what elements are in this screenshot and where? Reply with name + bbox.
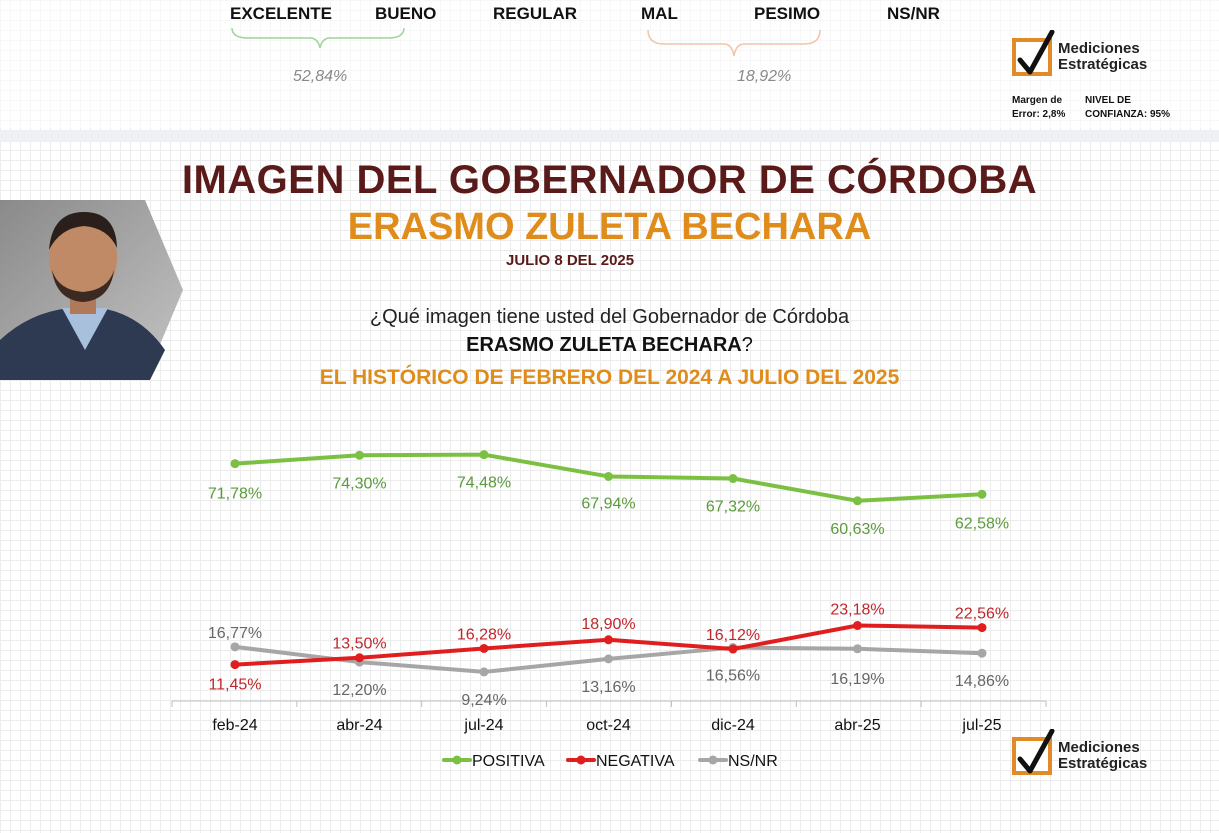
x-tick-label: jul-25 bbox=[961, 717, 1001, 734]
positive-brace bbox=[231, 27, 405, 49]
margin-line1: Margen de bbox=[1012, 95, 1063, 106]
data-point bbox=[355, 653, 364, 663]
data-label: 16,56% bbox=[706, 668, 760, 685]
data-point bbox=[728, 474, 738, 484]
legend-marker bbox=[576, 755, 586, 765]
brand-name-line1: Mediciones bbox=[1058, 739, 1140, 756]
brand-logo-bottom: Mediciones Estratégicas bbox=[1012, 729, 1148, 775]
brand-logo-top: Mediciones Estratégicas bbox=[1012, 30, 1148, 76]
survey-date: JULIO 8 DEL 2025 bbox=[506, 252, 635, 269]
question-line2: ERASMO ZULETA BECHARA? bbox=[0, 334, 1219, 357]
data-label: 60,63% bbox=[830, 521, 884, 538]
x-tick-label: abr-25 bbox=[834, 717, 880, 734]
x-tick-label: abr-24 bbox=[336, 717, 382, 734]
data-point bbox=[230, 642, 240, 652]
data-point bbox=[728, 644, 738, 654]
data-label: 18,90% bbox=[581, 616, 635, 633]
negative-percentage: 18,92% bbox=[737, 68, 792, 85]
brand-name-line1: Mediciones bbox=[1058, 40, 1140, 57]
governor-name-title: ERASMO ZULETA BECHARA bbox=[347, 206, 872, 248]
rating-excelente: EXCELENTE bbox=[230, 4, 333, 23]
data-label: 16,77% bbox=[208, 625, 262, 642]
question-mark: ? bbox=[741, 334, 753, 356]
rating-pesimo: PESIMO bbox=[754, 4, 821, 23]
data-label: 16,19% bbox=[830, 671, 884, 688]
data-label: 23,18% bbox=[830, 602, 884, 619]
data-label: 22,56% bbox=[955, 606, 1009, 623]
x-tick-label: oct-24 bbox=[586, 717, 631, 734]
confidence-line2: CONFIANZA: 95% bbox=[1085, 109, 1171, 120]
data-point bbox=[853, 496, 862, 506]
data-label: 13,16% bbox=[581, 679, 635, 696]
confidence-level: NIVEL DE CONFIANZA: 95% bbox=[1085, 94, 1170, 122]
section-separator bbox=[0, 130, 1219, 142]
data-label: 71,78% bbox=[208, 486, 262, 503]
positive-percentage: 52,84% bbox=[293, 68, 348, 85]
x-tick-label: jul-24 bbox=[463, 717, 503, 734]
data-label: 12,20% bbox=[332, 682, 386, 699]
data-point bbox=[853, 644, 862, 654]
legend-label: POSITIVA bbox=[472, 753, 545, 770]
margin-line2: Error: 2,8% bbox=[1012, 109, 1066, 120]
legend-label: NEGATIVA bbox=[596, 753, 675, 770]
checkbox-logo-icon bbox=[1012, 729, 1055, 775]
data-point bbox=[604, 471, 613, 481]
data-label: 74,30% bbox=[332, 475, 386, 492]
data-label: 62,58% bbox=[955, 515, 1009, 532]
data-point bbox=[604, 654, 613, 664]
governor-portrait-image bbox=[0, 200, 183, 380]
data-label: 9,24% bbox=[461, 692, 506, 709]
question-subtitle: EL HISTÓRICO DE FEBRERO DEL 2024 A JULIO… bbox=[319, 366, 900, 389]
data-point bbox=[479, 667, 489, 677]
data-label: 11,45% bbox=[208, 677, 261, 694]
data-label: 67,94% bbox=[581, 495, 635, 512]
data-point bbox=[479, 450, 489, 460]
data-point bbox=[977, 648, 987, 658]
data-point bbox=[355, 450, 364, 460]
margin-of-error: Margen de Error: 2,8% bbox=[1012, 94, 1065, 122]
brand-name-line2: Estratégicas bbox=[1058, 755, 1148, 772]
question-line1: ¿Qué imagen tiene usted del Gobernador d… bbox=[369, 306, 850, 328]
rating-nsnr: NS/NR bbox=[887, 4, 940, 23]
negative-brace bbox=[647, 29, 821, 57]
legend-label: NS/NR bbox=[728, 753, 778, 770]
data-label: 16,12% bbox=[706, 627, 760, 644]
data-point bbox=[853, 621, 862, 631]
data-label: 16,28% bbox=[457, 626, 511, 643]
page-title: IMAGEN DEL GOBERNADOR DE CÓRDOBA bbox=[181, 158, 1038, 202]
checkbox-logo-icon bbox=[1012, 30, 1055, 76]
x-tick-label: feb-24 bbox=[212, 717, 257, 734]
legend-marker bbox=[708, 755, 718, 765]
rating-mal: MAL bbox=[641, 4, 678, 23]
rating-bueno: BUENO bbox=[375, 4, 437, 23]
data-label: 14,86% bbox=[955, 673, 1009, 690]
data-label: 67,32% bbox=[706, 499, 760, 516]
confidence-line1: NIVEL DE bbox=[1085, 95, 1131, 106]
rating-regular: REGULAR bbox=[493, 4, 578, 23]
legend-marker bbox=[452, 755, 462, 765]
question-name: ERASMO ZULETA BECHARA bbox=[466, 334, 742, 356]
data-point bbox=[230, 459, 240, 469]
data-point bbox=[977, 623, 987, 633]
data-point bbox=[604, 635, 613, 645]
x-tick-label: dic-24 bbox=[711, 717, 755, 734]
data-label: 13,50% bbox=[332, 636, 386, 653]
brand-name-line2: Estratégicas bbox=[1058, 56, 1148, 73]
data-point bbox=[230, 660, 240, 670]
data-point bbox=[479, 643, 489, 653]
data-label: 74,48% bbox=[457, 475, 511, 492]
data-point bbox=[977, 489, 987, 499]
